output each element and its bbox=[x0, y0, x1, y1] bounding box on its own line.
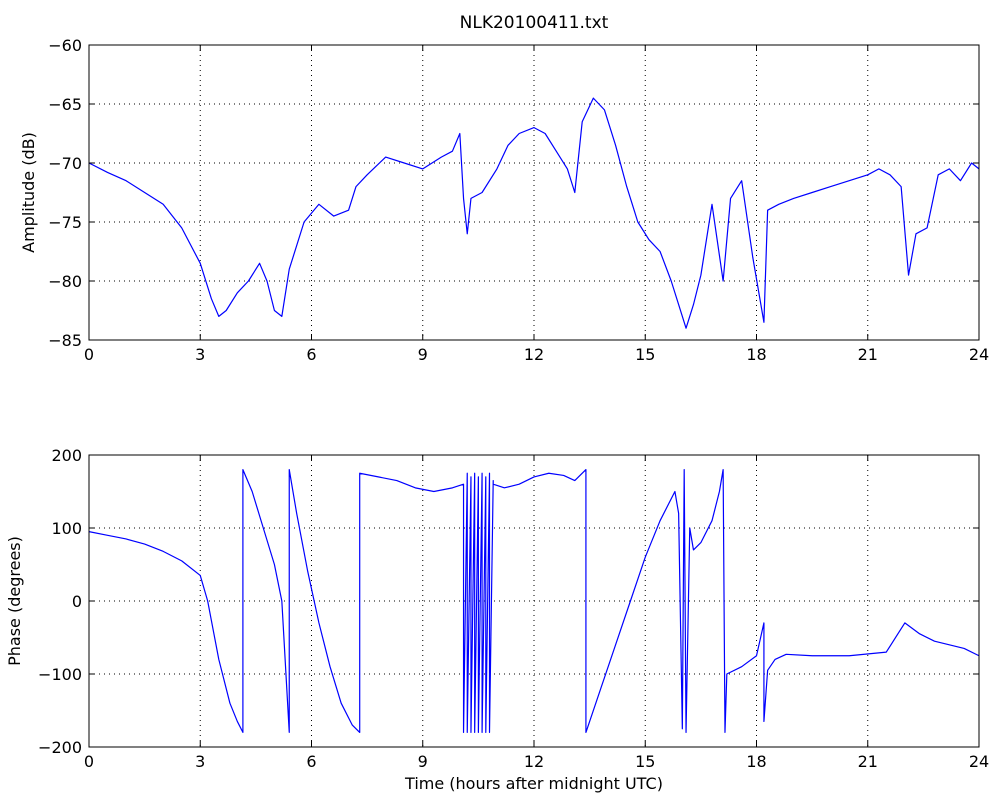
y-tick-label: −75 bbox=[48, 213, 82, 232]
x-tick-label: 3 bbox=[195, 752, 205, 771]
x-tick-label: 6 bbox=[306, 752, 316, 771]
x-tick-label: 15 bbox=[635, 752, 655, 771]
y-tick-label: −85 bbox=[48, 331, 82, 350]
chart-title: NLK20100411.txt bbox=[460, 13, 609, 33]
phase-y-axis-label: Phase (degrees) bbox=[5, 536, 24, 666]
y-tick-label: −65 bbox=[48, 95, 82, 114]
x-tick-label: 21 bbox=[858, 752, 878, 771]
amplitude-ticks: 0 3 6 9 12 15 18 21 24 −60 −65 −70 −75 −80 −85 bbox=[48, 36, 989, 364]
phase-panel: 0 3 6 9 12 15 18 21 24 200 100 0 −100 −200 Phase (deg… bbox=[5, 446, 989, 793]
amplitude-series-line bbox=[88, 97, 980, 329]
phase-x-axis-label: Time (hours after midnight UTC) bbox=[404, 774, 663, 793]
x-tick-label: 0 bbox=[84, 345, 94, 364]
y-tick-label: 100 bbox=[51, 519, 82, 538]
x-tick-label: 6 bbox=[306, 345, 316, 364]
x-tick-label: 12 bbox=[524, 345, 544, 364]
x-tick-label: 15 bbox=[635, 345, 655, 364]
amplitude-grid bbox=[89, 45, 979, 340]
phase-series-line bbox=[88, 469, 980, 733]
y-tick-label: −100 bbox=[38, 665, 82, 684]
y-tick-label: −70 bbox=[48, 154, 82, 173]
phase-ticks: 0 3 6 9 12 15 18 21 24 200 100 0 −100 −200 bbox=[38, 446, 989, 771]
x-tick-label: 24 bbox=[969, 345, 989, 364]
x-tick-label: 18 bbox=[746, 752, 766, 771]
y-tick-label: 200 bbox=[51, 446, 82, 465]
amplitude-y-axis-label: Amplitude (dB) bbox=[19, 132, 38, 253]
x-tick-label: 9 bbox=[418, 345, 428, 364]
amplitude-panel: NLK20100411.txt 0 3 6 9 12 15 18 21 24 −60 −65 −70 −… bbox=[19, 13, 989, 364]
x-tick-label: 3 bbox=[195, 345, 205, 364]
y-tick-label: −80 bbox=[48, 272, 82, 291]
x-tick-label: 24 bbox=[969, 752, 989, 771]
y-tick-label: 0 bbox=[72, 592, 82, 611]
x-tick-label: 12 bbox=[524, 752, 544, 771]
x-tick-label: 9 bbox=[418, 752, 428, 771]
phase-grid bbox=[89, 455, 979, 747]
x-tick-label: 18 bbox=[746, 345, 766, 364]
x-tick-label: 0 bbox=[84, 752, 94, 771]
y-tick-label: −200 bbox=[38, 738, 82, 757]
x-tick-label: 21 bbox=[858, 345, 878, 364]
y-tick-label: −60 bbox=[48, 36, 82, 55]
